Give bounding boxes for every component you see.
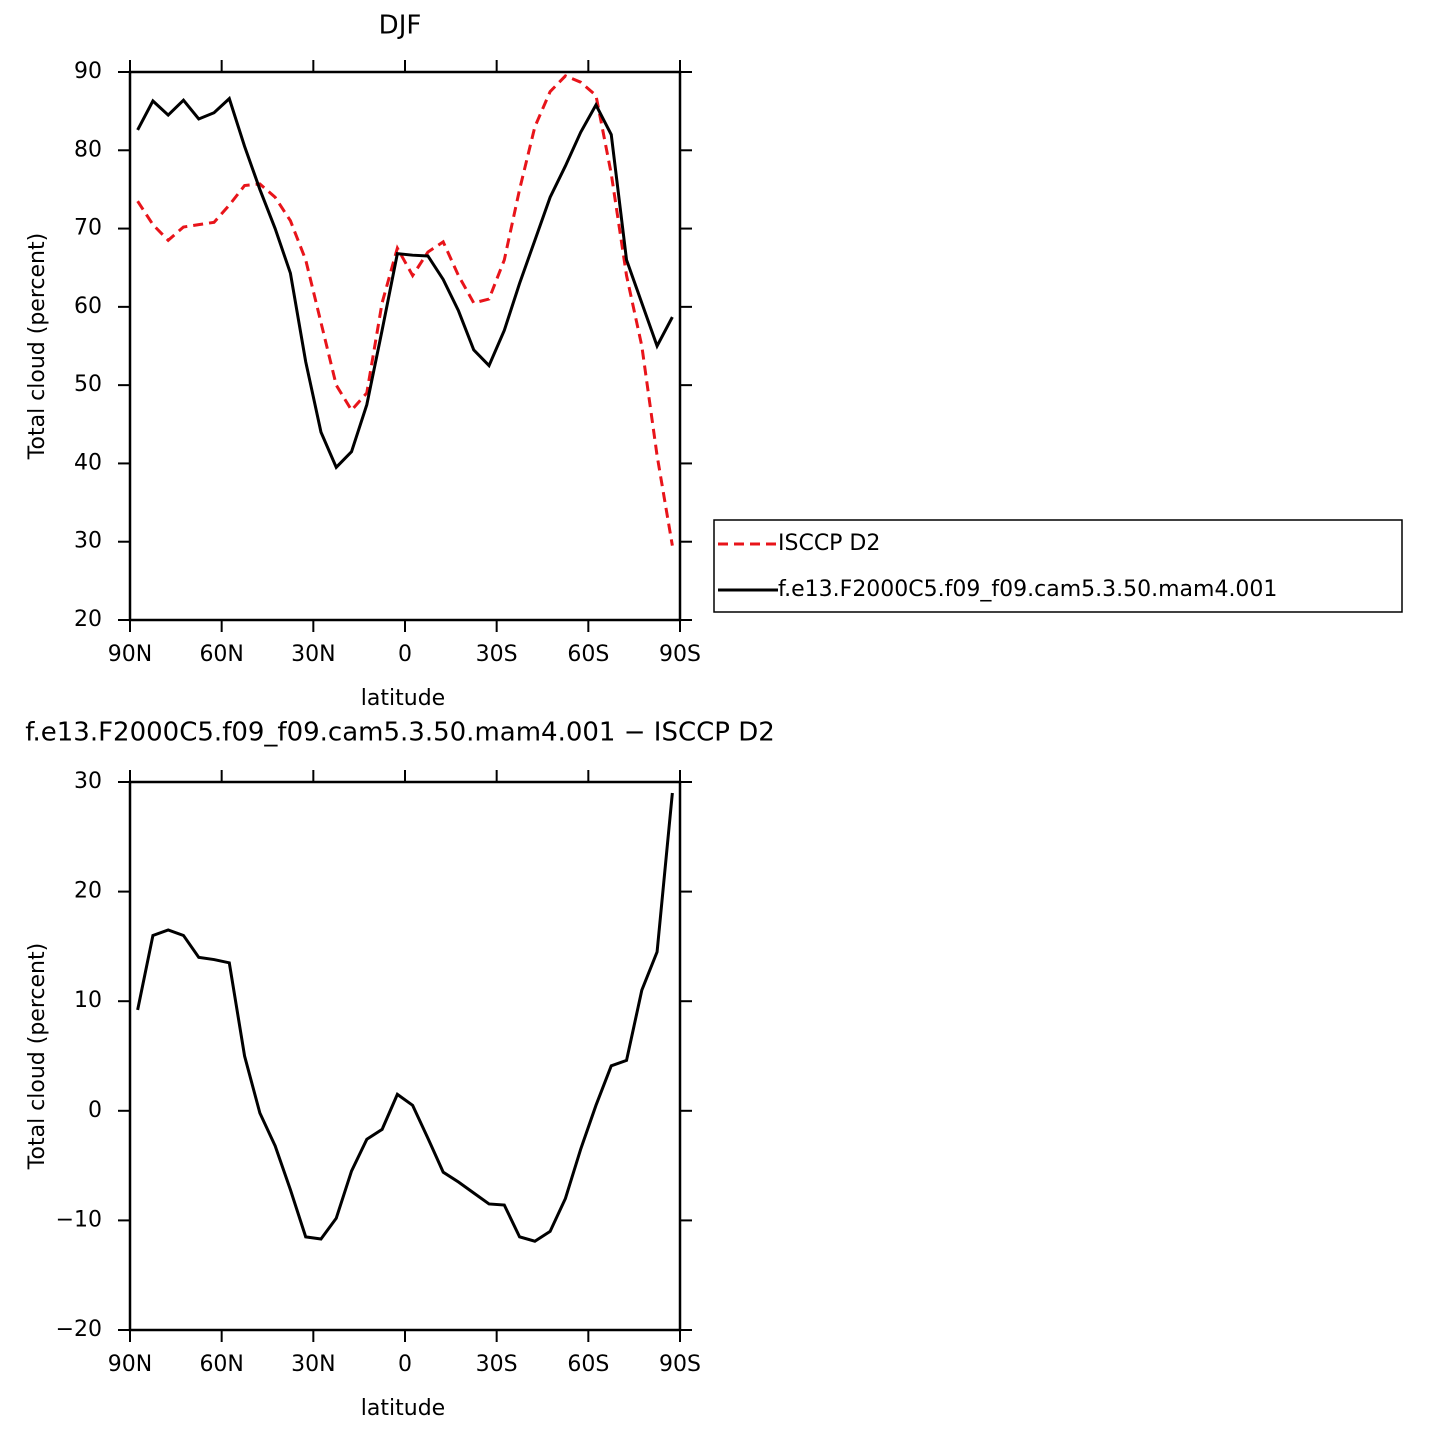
y-tick-label: −10 xyxy=(56,1207,102,1232)
legend-label: ISCCP D2 xyxy=(778,531,880,556)
x-tick-label: 60S xyxy=(567,642,609,667)
y-tick-label: 20 xyxy=(74,607,102,632)
y-axis-label: Total cloud (percent) xyxy=(25,233,50,460)
x-tick-label: 60N xyxy=(199,1352,243,1377)
legend-box xyxy=(713,519,1403,613)
y-tick-label: 30 xyxy=(74,529,102,554)
x-tick-label: 0 xyxy=(398,1352,412,1377)
y-tick-label: 40 xyxy=(74,450,102,475)
line xyxy=(136,74,674,546)
y-tick-label: 90 xyxy=(74,59,102,84)
x-tick-label: 0 xyxy=(398,642,412,667)
x-tick-label: 90S xyxy=(659,1352,701,1377)
y-tick-label: 10 xyxy=(74,988,102,1013)
plot-frame xyxy=(128,780,682,1332)
y-tick-label: 30 xyxy=(74,769,102,794)
x-tick-label: 90N xyxy=(108,1352,152,1377)
y-tick-label: 50 xyxy=(74,372,102,397)
x-tick-label: 90S xyxy=(659,642,701,667)
y-axis-label: Total cloud (percent) xyxy=(25,943,50,1170)
x-axis-label: latitude xyxy=(361,686,445,711)
chart-title: f.e13.F2000C5.f09_f09.cam5.3.50.mam4.001… xyxy=(25,718,775,748)
y-tick-label: 0 xyxy=(88,1098,102,1123)
chart-title: DJF xyxy=(379,11,422,41)
x-tick-label: 30S xyxy=(476,642,518,667)
x-tick-label: 30N xyxy=(291,1352,335,1377)
y-tick-label: 60 xyxy=(74,294,102,319)
y-tick-label: −20 xyxy=(56,1317,102,1342)
y-tick-label: 20 xyxy=(74,879,102,904)
line xyxy=(136,95,674,470)
x-tick-label: 60N xyxy=(199,642,243,667)
x-tick-label: 30S xyxy=(476,1352,518,1377)
x-tick-label: 90N xyxy=(108,642,152,667)
plot-frame xyxy=(128,70,682,622)
x-tick-label: 30N xyxy=(291,642,335,667)
line xyxy=(136,792,674,1243)
legend-label: f.e13.F2000C5.f09_f09.cam5.3.50.mam4.001 xyxy=(778,577,1277,602)
x-tick-label: 60S xyxy=(567,1352,609,1377)
y-tick-label: 80 xyxy=(74,137,102,162)
y-tick-label: 70 xyxy=(74,216,102,241)
x-axis-label: latitude xyxy=(361,1396,445,1421)
